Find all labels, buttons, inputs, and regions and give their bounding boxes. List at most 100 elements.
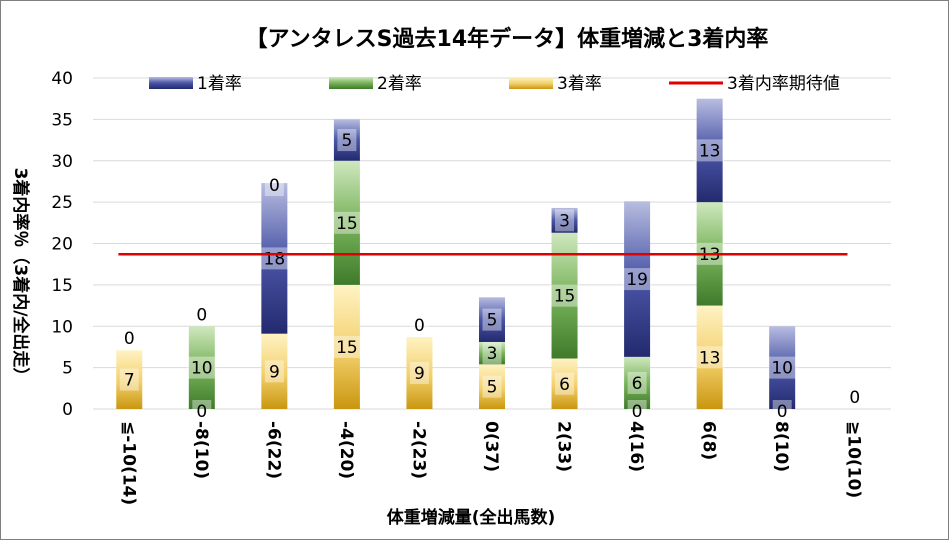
data-label-box	[555, 209, 575, 232]
data-label: 15	[336, 338, 358, 358]
bar-segment	[624, 201, 651, 357]
bar-segment	[261, 183, 288, 334]
x-tick-label: 6(8)	[699, 421, 719, 460]
data-label-box	[259, 247, 290, 270]
y-tick-label: 0	[62, 400, 73, 420]
legend-swatch	[149, 77, 193, 89]
data-label: 15	[554, 287, 576, 307]
bar-segment	[479, 297, 505, 342]
data-label-box	[331, 211, 362, 234]
y-tick-label: 10	[51, 317, 73, 337]
bar-segment	[769, 326, 796, 409]
data-label-box	[772, 400, 792, 422]
bar-segment	[479, 364, 505, 409]
legend-swatch	[329, 77, 373, 89]
data-label: 13	[699, 141, 721, 161]
data-label: 9	[414, 364, 425, 384]
data-label: 0	[632, 402, 643, 422]
bar-segment	[696, 305, 723, 409]
bar-segment	[333, 160, 360, 285]
data-label-box	[264, 360, 284, 383]
y-axis-title: 3着内率％（3着内/全出走）	[10, 168, 31, 385]
data-label: 13	[699, 348, 721, 368]
data-label-box	[549, 284, 580, 307]
bar-segment	[479, 341, 505, 365]
bar-segment	[116, 350, 143, 409]
legend-label: 3着内率期待値	[727, 74, 840, 94]
data-label-box	[409, 362, 429, 385]
data-label-box	[482, 375, 502, 398]
data-label-box	[192, 303, 212, 326]
data-label: 10	[191, 359, 213, 379]
data-label: 0	[777, 402, 788, 422]
data-label: 15	[336, 214, 358, 234]
data-label: 6	[559, 375, 570, 395]
data-label-box	[627, 400, 647, 422]
x-tick-label: 8(10)	[771, 421, 791, 472]
data-label-box	[119, 368, 139, 391]
data-label: 19	[626, 270, 648, 290]
data-label-box	[331, 335, 362, 358]
x-tick-label: 2(33)	[554, 421, 574, 472]
y-tick-label: 20	[51, 235, 73, 255]
data-label: 0	[196, 305, 207, 325]
x-tick-label: 0(37)	[481, 421, 501, 472]
data-label-box	[482, 342, 502, 365]
data-label: 5	[487, 378, 498, 398]
data-label-box	[337, 129, 357, 152]
data-label: 3	[559, 211, 570, 231]
data-label: 9	[269, 362, 280, 382]
data-label-box	[694, 346, 725, 369]
y-tick-label: 30	[51, 152, 73, 172]
y-tick-label: 25	[51, 193, 73, 213]
data-label: 7	[124, 371, 135, 391]
bar-segment	[406, 337, 433, 409]
x-tick-label: ≧10(10)	[844, 421, 864, 498]
data-label-box	[555, 372, 575, 395]
x-tick-label: -2(23)	[408, 421, 428, 479]
data-label: 10	[771, 359, 793, 379]
data-label-box	[186, 356, 217, 379]
data-label-box	[767, 356, 798, 379]
x-axis-ticks: ≦-10(14) -8(10) -6(22) -4(20) -2(23) 0(37) 2(3…	[118, 421, 863, 505]
x-tick-label: -6(22)	[263, 421, 283, 479]
x-tick-label: -8(10)	[191, 421, 211, 479]
data-label-box	[409, 314, 429, 337]
legend-swatch	[509, 77, 553, 89]
legend: 1着率 2着率 3着率 3着内率期待値	[149, 74, 840, 94]
bar-segment	[333, 284, 360, 409]
y-axis-ticks: 0 5 10 15 20 25 30 35 40	[51, 69, 73, 420]
legend-label: 3着率	[557, 74, 602, 94]
data-label: 0	[196, 402, 207, 422]
x-axis-title: 体重増減量(全出馬数)	[387, 507, 556, 528]
data-label-box	[192, 400, 212, 422]
data-label: 6	[632, 374, 643, 394]
data-label: 0	[124, 329, 135, 349]
chart-title: 【アンタレスS過去14年データ】体重増減と3着内率	[246, 26, 769, 52]
bar-segment	[696, 98, 723, 203]
x-tick-label: 4(16)	[626, 421, 646, 472]
data-label-box	[845, 386, 865, 408]
bar-segment	[188, 326, 215, 409]
y-tick-label: 40	[51, 69, 73, 89]
y-tick-label: 5	[62, 359, 73, 379]
data-label: 18	[264, 249, 286, 269]
y-tick-label: 35	[51, 110, 73, 130]
data-label: 0	[414, 316, 425, 336]
data-label-box	[482, 308, 502, 331]
grid-layer	[93, 77, 891, 410]
x-tick-label: ≦-10(14)	[118, 421, 138, 505]
bar-segment	[333, 119, 360, 161]
data-label: 0	[849, 388, 860, 408]
data-label-box	[627, 371, 647, 394]
x-tick-label: -4(20)	[336, 421, 356, 479]
legend-label: 1着率	[197, 74, 242, 94]
data-label: 0	[269, 176, 280, 196]
data-label-box	[622, 268, 653, 291]
bar-segment	[261, 333, 288, 409]
bar-segment	[551, 207, 578, 233]
data-label: 3	[487, 344, 498, 364]
